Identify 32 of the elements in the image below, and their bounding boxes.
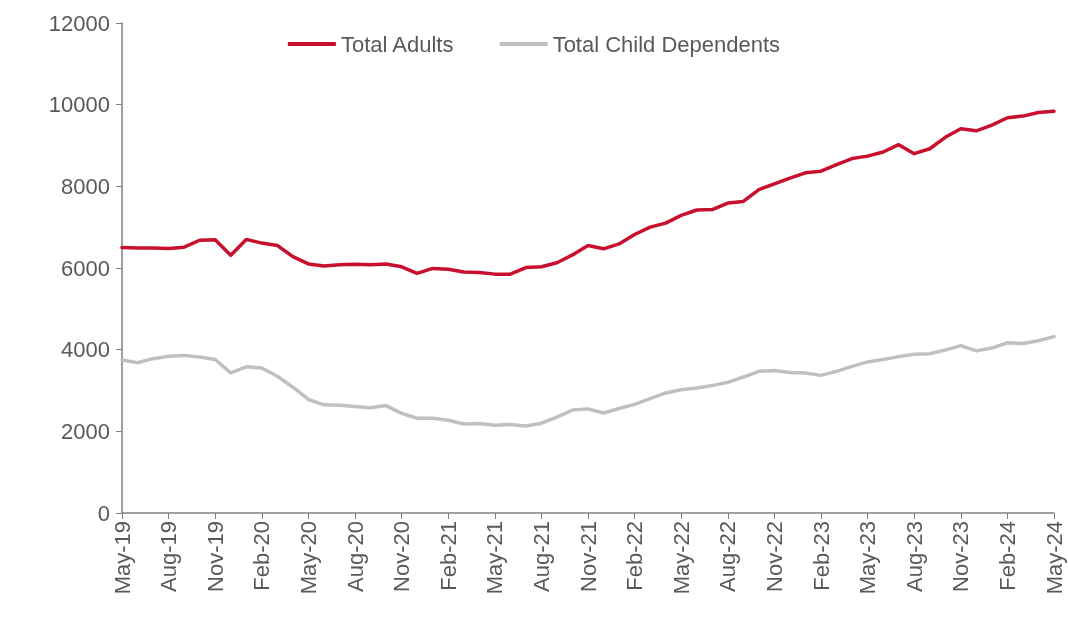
x-tick-label: May-24 xyxy=(1041,521,1067,595)
x-tick-label: May-22 xyxy=(668,521,694,595)
line-series xyxy=(120,109,1056,276)
x-tick-label: Feb-22 xyxy=(622,521,648,591)
x-tick-label: Feb-21 xyxy=(435,521,461,591)
y-tick-label: 10000 xyxy=(48,92,110,118)
y-tick-label: 8000 xyxy=(61,173,110,199)
x-tick-label: Nov-19 xyxy=(202,521,228,592)
x-tick-label: Aug-19 xyxy=(156,521,182,592)
x-tick-label: May-21 xyxy=(482,521,508,595)
x-tick-label: Nov-23 xyxy=(948,521,974,592)
y-tick-label: 12000 xyxy=(48,10,110,36)
x-tick-label: Nov-22 xyxy=(761,521,787,592)
y-tick-label: 2000 xyxy=(61,418,110,444)
x-tick-label: May-23 xyxy=(855,521,881,595)
x-tick-label: Aug-23 xyxy=(901,521,927,592)
x-tick-label: Nov-20 xyxy=(389,521,415,592)
legend-label: Total Adults xyxy=(340,31,454,57)
x-tick-label: Feb-23 xyxy=(808,521,834,591)
line-series xyxy=(120,334,1056,428)
x-tick-label: Aug-21 xyxy=(528,521,554,592)
x-tick-label: Nov-21 xyxy=(575,521,601,592)
x-tick-label: May-20 xyxy=(295,521,321,595)
x-tick-label: Feb-24 xyxy=(994,521,1020,591)
x-tick-label: Aug-20 xyxy=(342,521,368,592)
legend-label: Total Child Dependents xyxy=(552,31,781,57)
x-tick-label: Feb-20 xyxy=(249,521,275,591)
y-tick-label: 6000 xyxy=(61,255,110,281)
x-tick-label: May-19 xyxy=(109,521,135,595)
y-tick-label: 0 xyxy=(97,500,110,526)
y-tick-label: 4000 xyxy=(61,337,110,363)
x-tick-label: Aug-22 xyxy=(715,521,741,592)
